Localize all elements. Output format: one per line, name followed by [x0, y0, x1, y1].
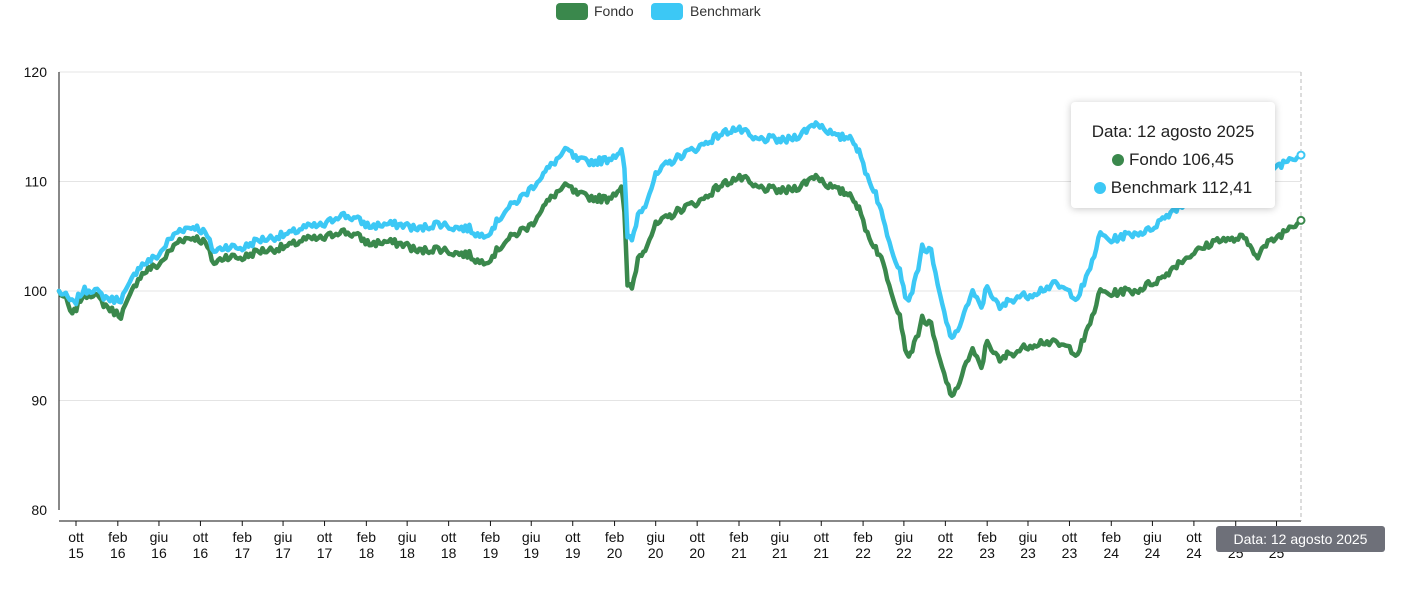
y-tick-label-120: 120: [24, 64, 48, 80]
tooltip: Data: 12 agosto 2025 Fondo 106,45 Benchm…: [1071, 102, 1275, 208]
x-tick-label-year-12: 19: [565, 545, 581, 561]
x-tick-label-month-25: feb: [1102, 529, 1122, 545]
x-tick-label-year-1: 16: [110, 545, 126, 561]
series-line-benchmark[interactable]: [56, 120, 1304, 340]
x-tick-label-year-20: 22: [896, 545, 912, 561]
x-tick-label-month-2: giu: [150, 529, 169, 545]
legend: Fondo Benchmark: [556, 3, 762, 20]
x-tick-label-year-18: 21: [813, 545, 829, 561]
x-tick-label-year-3: 16: [193, 545, 209, 561]
x-tick-label-year-7: 18: [359, 545, 375, 561]
x-tick-label-year-23: 23: [1020, 545, 1036, 561]
tooltip-dot-benchmark: [1093, 182, 1106, 194]
x-tick-label-month-22: feb: [977, 529, 997, 545]
x-tick-label-year-6: 17: [317, 545, 333, 561]
x-tick-label-month-10: feb: [481, 529, 501, 545]
legend-label-fondo: Fondo: [594, 3, 634, 19]
legend-swatch-benchmark: [651, 3, 683, 20]
x-tick-label-month-19: feb: [853, 529, 873, 545]
series-lines: [56, 120, 1304, 398]
x-tick-label-year-26: 24: [1145, 545, 1161, 561]
series-line-fondo[interactable]: [56, 172, 1304, 398]
x-tick-label-month-23: giu: [1019, 529, 1038, 545]
x-tick-label-month-26: giu: [1143, 529, 1162, 545]
x-tick-label-month-1: feb: [108, 529, 128, 545]
axis-pointer: [1296, 72, 1306, 521]
x-tick-label-month-15: ott: [689, 529, 705, 545]
tooltip-row-fondo: Fondo 106,45: [1071, 146, 1275, 174]
x-tick-label-month-27: ott: [1186, 529, 1202, 545]
x-tick-label-month-5: giu: [274, 529, 293, 545]
x-tick-label-year-10: 19: [483, 545, 499, 561]
x-tick-label-year-16: 21: [731, 545, 747, 561]
x-tick-label-month-20: giu: [895, 529, 914, 545]
endpoint-marker-benchmark: [1296, 150, 1306, 160]
x-tick-label-month-18: ott: [813, 529, 829, 545]
x-tick-label-year-11: 19: [523, 545, 539, 561]
tooltip-date: Data: 12 agosto 2025: [1071, 118, 1275, 146]
legend-label-benchmark: Benchmark: [690, 3, 762, 19]
tooltip-row-benchmark: Benchmark 112,41: [1071, 174, 1275, 202]
x-tick-label-year-15: 20: [689, 545, 705, 561]
tooltip-fondo-text: Fondo 106,45: [1129, 150, 1234, 169]
x-tick-label-month-12: ott: [565, 529, 581, 545]
legend-item-fondo[interactable]: Fondo: [556, 3, 634, 20]
grid-lines: [59, 71, 1301, 401]
x-tick-label-year-22: 23: [979, 545, 995, 561]
legend-swatch-fondo: [556, 3, 588, 20]
axis-pointer-label: Data: 12 agosto 2025: [1216, 526, 1385, 552]
x-tick-label-year-5: 17: [275, 545, 291, 561]
x-tick-label-month-11: giu: [522, 529, 541, 545]
tooltip-date-text: Data: 12 agosto 2025: [1091, 122, 1255, 141]
x-tick-label-month-17: giu: [770, 529, 789, 545]
x-tick-label-month-16: feb: [729, 529, 749, 545]
y-tick-label-100: 100: [24, 283, 48, 299]
x-tick-label-year-19: 22: [855, 545, 871, 561]
y-tick-label-110: 110: [25, 174, 48, 190]
x-axis: ott15feb16giu16ott16feb17giu17ott17feb18…: [59, 520, 1301, 561]
x-tick-label-month-13: feb: [605, 529, 625, 545]
x-tick-label-month-24: ott: [1062, 529, 1078, 545]
x-tick-label-month-4: feb: [233, 529, 253, 545]
y-tick-label-90: 90: [31, 393, 47, 409]
x-tick-label-year-14: 20: [648, 545, 664, 561]
x-tick-label-year-17: 21: [772, 545, 788, 561]
x-tick-label-year-2: 16: [151, 545, 167, 561]
x-tick-label-month-14: giu: [646, 529, 665, 545]
x-tick-label-year-13: 20: [607, 545, 623, 561]
x-tick-label-month-7: feb: [357, 529, 377, 545]
x-tick-label-month-8: giu: [398, 529, 417, 545]
x-tick-label-month-0: ott: [68, 529, 84, 545]
y-axis: 80 90 100 110 120: [24, 64, 60, 518]
legend-item-benchmark[interactable]: Benchmark: [651, 3, 762, 20]
x-tick-label-year-21: 22: [938, 545, 954, 561]
x-tick-label-year-8: 18: [399, 545, 415, 561]
x-tick-label-year-9: 18: [441, 545, 457, 561]
y-tick-label-80: 80: [31, 502, 47, 518]
x-tick-label-month-3: ott: [193, 529, 209, 545]
x-tick-label-year-24: 23: [1062, 545, 1078, 561]
x-tick-label-year-0: 15: [68, 545, 84, 561]
endpoint-marker-fondo: [1296, 215, 1306, 225]
x-tick-label-year-4: 17: [234, 545, 250, 561]
tooltip-benchmark-text: Benchmark 112,41: [1110, 178, 1253, 197]
tooltip-dot-fondo: [1112, 154, 1125, 166]
x-tick-label-month-9: ott: [441, 529, 457, 545]
x-tick-label-year-27: 24: [1186, 545, 1202, 561]
x-tick-label-month-21: ott: [938, 529, 954, 545]
x-tick-label-month-6: ott: [317, 529, 333, 545]
x-tick-label-year-25: 24: [1103, 545, 1119, 561]
